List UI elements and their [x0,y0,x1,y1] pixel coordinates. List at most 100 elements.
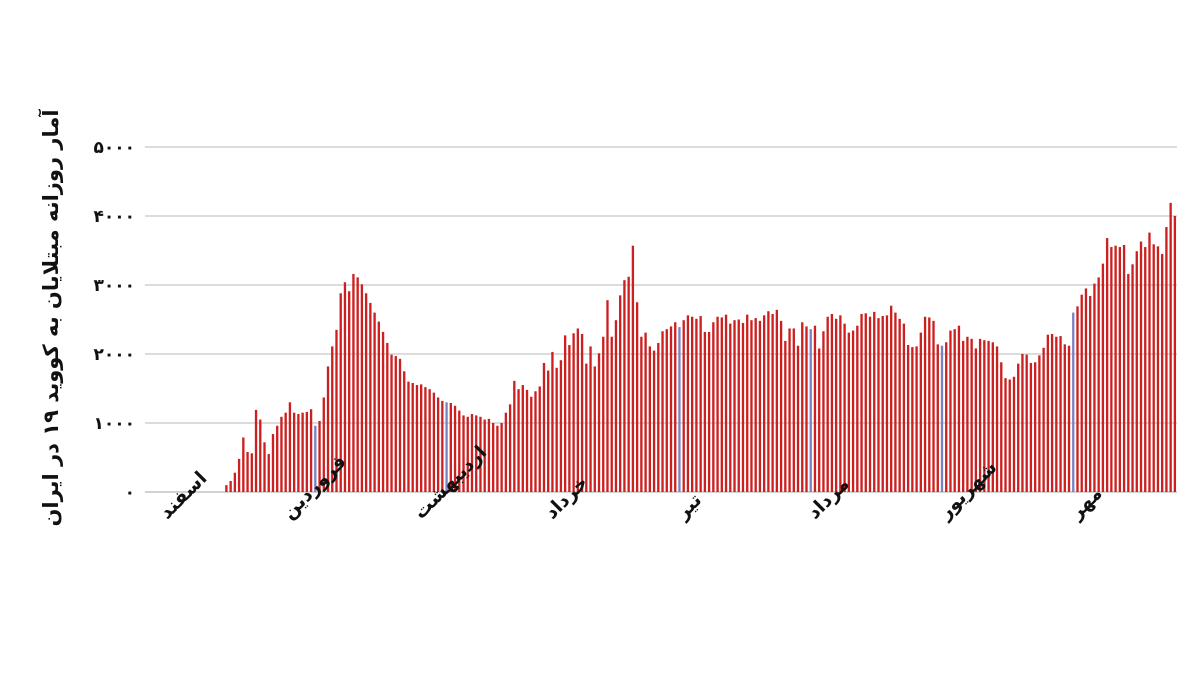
bar [1055,336,1058,492]
bar [1059,336,1062,492]
bar [1042,347,1045,492]
bar [724,314,728,492]
bar [1084,288,1088,492]
bar [356,277,359,492]
bar [991,342,994,492]
bar [475,415,478,492]
bar [487,418,491,492]
bar [1025,354,1028,492]
bar [441,400,444,492]
bar [602,336,605,492]
bar [695,318,698,492]
bar [1165,227,1168,493]
bar [305,411,309,492]
y-tick-label: ۴۰۰۰ [93,207,135,227]
bar [830,313,834,492]
bar [953,329,956,492]
bar [856,325,859,492]
bar [716,316,719,492]
bar [1000,362,1003,492]
bar [657,342,660,492]
bar [322,397,325,492]
bar [733,320,736,492]
bar [373,312,376,492]
bar [1033,362,1037,492]
bar [597,353,601,492]
bar [386,342,389,492]
bar [923,316,927,492]
bar [978,338,982,492]
bar [809,329,812,492]
bar [703,331,707,492]
bar [881,316,884,492]
bar [949,330,952,492]
bar [627,276,630,492]
bar [411,382,414,492]
bar [242,437,245,492]
bar [1067,345,1071,492]
bar [1114,245,1117,492]
bar [563,335,567,492]
bar [267,454,270,492]
bar [911,347,914,492]
bar [1122,244,1126,492]
bar [750,320,753,492]
bar [784,340,787,492]
bar [394,356,397,492]
bar [517,389,520,492]
bar [1038,355,1041,492]
bar [466,416,469,492]
bar [390,354,393,492]
bar [614,320,618,492]
bar [847,332,851,492]
bar [1093,283,1096,492]
bar [593,366,596,492]
bar [1148,232,1151,492]
bar [890,305,893,492]
bar [775,309,779,492]
bar [648,346,651,492]
bar [635,302,639,492]
bar [436,397,440,492]
bar [534,391,537,492]
bar [894,312,897,492]
bar [665,329,668,492]
bar [1169,202,1172,492]
bar [1017,363,1020,492]
bar [796,345,800,492]
bar [424,387,427,492]
bar [631,245,635,492]
bar [1118,247,1121,492]
bar [309,409,313,492]
bar [754,318,757,492]
bar [678,327,681,492]
y-axis-title: آمار روزانه مبتلایان به کووید ۱۹ در ایرا… [38,109,63,527]
bar [259,419,262,492]
bar [1012,376,1016,492]
bar [834,318,838,492]
bar [962,340,965,492]
bar [377,321,380,492]
bar [559,360,563,492]
bar [1080,294,1083,492]
bar [843,323,846,492]
bar [746,314,749,492]
bar [771,313,774,492]
bar [1072,312,1075,492]
bar [839,315,842,492]
bar [420,384,423,492]
bar [885,315,889,492]
bar [1173,216,1177,492]
y-tick-label: ۳۰۰۰ [93,276,135,296]
bar [936,344,939,492]
bar [864,313,867,492]
bar [940,345,944,492]
bar [398,358,402,492]
bar [1050,333,1054,492]
bar [237,458,241,492]
bar [623,280,626,492]
bar [415,385,419,492]
bar [538,386,541,492]
bar [987,340,990,492]
